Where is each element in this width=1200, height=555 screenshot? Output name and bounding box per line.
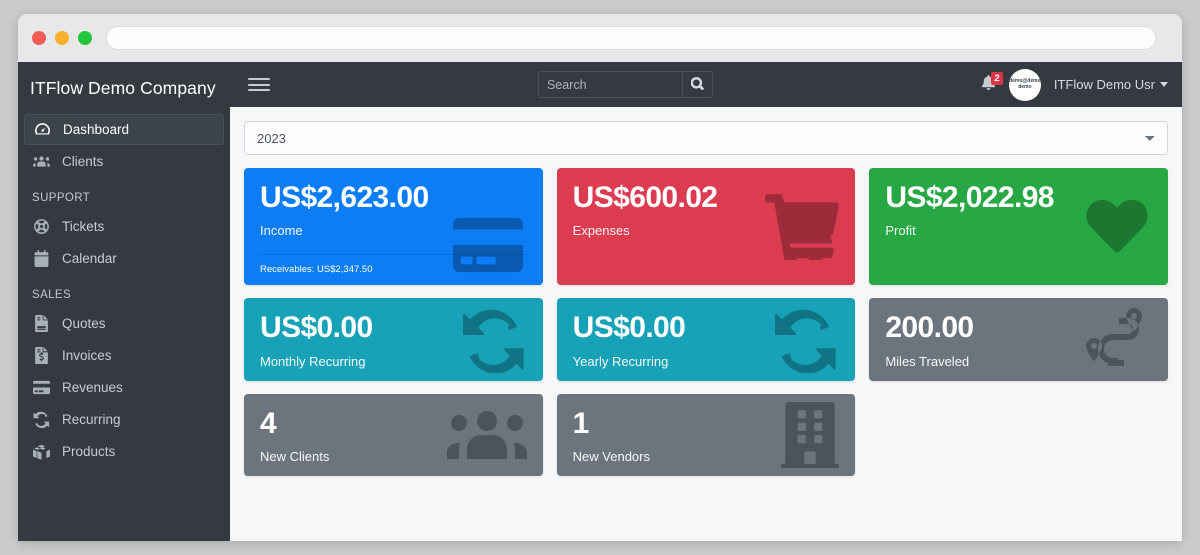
search-button[interactable] [681,72,712,97]
sidebar-item-quotes[interactable]: Quotes [24,308,224,339]
minimize-window-button[interactable] [55,31,69,45]
sidebar-item-products[interactable]: Products [24,436,224,467]
credit-card-icon [32,378,51,397]
sidebar: ITFlow Demo Company Dashboard Clients SU… [18,62,230,541]
stat-card-value: US$2,623.00 [260,181,429,214]
sidebar-item-calendar[interactable]: Calendar [24,243,224,274]
stat-card-label: Profit [885,223,916,239]
sidebar-item-label: Recurring [62,412,121,427]
stat-card-label: Miles Traveled [885,353,970,369]
browser-titlebar [18,14,1182,62]
avatar-line1: demo@demo [1009,77,1041,84]
topbar: 2 demo@demo demo ITFlow Demo Usr [230,62,1182,107]
stat-card-label: Income [260,223,303,239]
stat-card-new-vendors[interactable]: 1 New Vendors [556,393,856,477]
stat-card-value: 4 [260,406,277,440]
sidebar-brand[interactable]: ITFlow Demo Company [30,78,216,98]
hamburger-icon[interactable] [248,74,270,96]
card-row-1: US$2,623.00 Income Receivables: US$2,347… [244,168,1169,286]
close-window-button[interactable] [32,31,46,45]
stat-card-new-clients[interactable]: 4 New Clients [244,393,543,477]
stat-card-placeholder [869,394,1168,476]
file-invoice-icon [32,314,51,333]
card-row-3: 4 New Clients 1 New Vendors [244,393,1168,477]
sidebar-item-invoices[interactable]: Invoices [24,340,224,371]
notifications-button[interactable]: 2 [981,71,1004,95]
sidebar-item-tickets[interactable]: Tickets [24,211,224,242]
card-row-2: US$0.00 Monthly Recurring US$0.00 Yearly… [244,298,1169,381]
search-input[interactable] [538,72,682,97]
sidebar-item-label: Invoices [62,348,112,363]
user-menu[interactable]: ITFlow Demo Usr [1054,77,1168,92]
stat-card-value: US$0.00 [260,311,373,345]
year-filter-select[interactable]: 2023202220212020 [244,121,1168,155]
sync-icon [32,410,51,429]
stat-card-profit[interactable]: US$2,022.98 Profit [869,168,1169,286]
avatar[interactable]: demo@demo demo [1008,68,1041,101]
main-content: 2023202220212020 US$2,623.00 Income Rece… [230,107,1182,541]
notification-badge: 2 [990,71,1004,85]
user-menu-label: ITFlow Demo Usr [1053,77,1155,92]
url-bar[interactable] [106,26,1156,50]
lifering-icon [32,217,51,236]
avatar-line2: demo [1018,83,1032,90]
stat-card-income[interactable]: US$2,623.00 Income Receivables: US$2,347… [244,168,543,286]
window-controls [32,31,92,45]
stat-card-miles-traveled[interactable]: 200.00 Miles Traveled [869,298,1169,381]
sidebar-item-label: Tickets [62,219,105,234]
sidebar-section-support: SUPPORT [32,192,91,204]
sidebar-item-clients[interactable]: Clients [24,146,224,177]
sidebar-item-label: Revenues [62,380,123,395]
browser-window: ITFlow Demo Company Dashboard Clients SU… [18,14,1182,541]
stat-card-value: US$2,022.98 [885,181,1054,214]
calendar-icon [32,249,51,268]
sidebar-item-label: Quotes [62,316,106,331]
stat-card-expenses[interactable]: US$600.02 Expenses [556,168,856,286]
stat-card-value: US$0.00 [572,311,686,345]
sidebar-item-revenues[interactable]: Revenues [24,372,224,403]
topbar-actions: 2 demo@demo demo ITFlow Demo Usr [981,68,1168,101]
sidebar-section-sales: SALES [32,289,72,301]
search-icon [690,76,704,93]
maximize-window-button[interactable] [78,31,92,45]
stat-card-yearly-recurring[interactable]: US$0.00 Yearly Recurring [556,298,856,381]
users-icon [32,152,51,171]
sidebar-item-label: Calendar [62,251,117,266]
stat-card-value: 200.00 [885,311,974,345]
search-box [537,71,713,98]
dashboard-gauge-icon [33,120,52,139]
stat-card-value: 1 [572,406,590,440]
sidebar-item-label: Dashboard [63,122,130,137]
stat-card-footer: Receivables: US$2,347.50 [260,254,527,285]
file-invoice-dollar-icon [32,346,51,365]
stat-card-label: New Clients [260,449,330,465]
stat-card-label: Monthly Recurring [260,353,366,369]
stat-card-monthly-recurring[interactable]: US$0.00 Monthly Recurring [244,298,543,381]
stat-card-label: New Vendors [572,449,650,465]
sidebar-item-dashboard[interactable]: Dashboard [24,114,224,145]
sidebar-item-label: Clients [62,154,104,169]
sidebar-item-label: Products [62,444,116,459]
sidebar-item-recurring[interactable]: Recurring [24,404,224,435]
app-viewport: ITFlow Demo Company Dashboard Clients SU… [18,62,1182,541]
content-column: 2 demo@demo demo ITFlow Demo Usr 2023202… [230,62,1182,541]
box-icon [32,442,51,461]
stat-card-label: Expenses [572,223,630,239]
chevron-down-icon [1160,82,1168,87]
stat-card-label: Yearly Recurring [572,353,669,369]
stat-card-value: US$600.02 [572,181,718,214]
